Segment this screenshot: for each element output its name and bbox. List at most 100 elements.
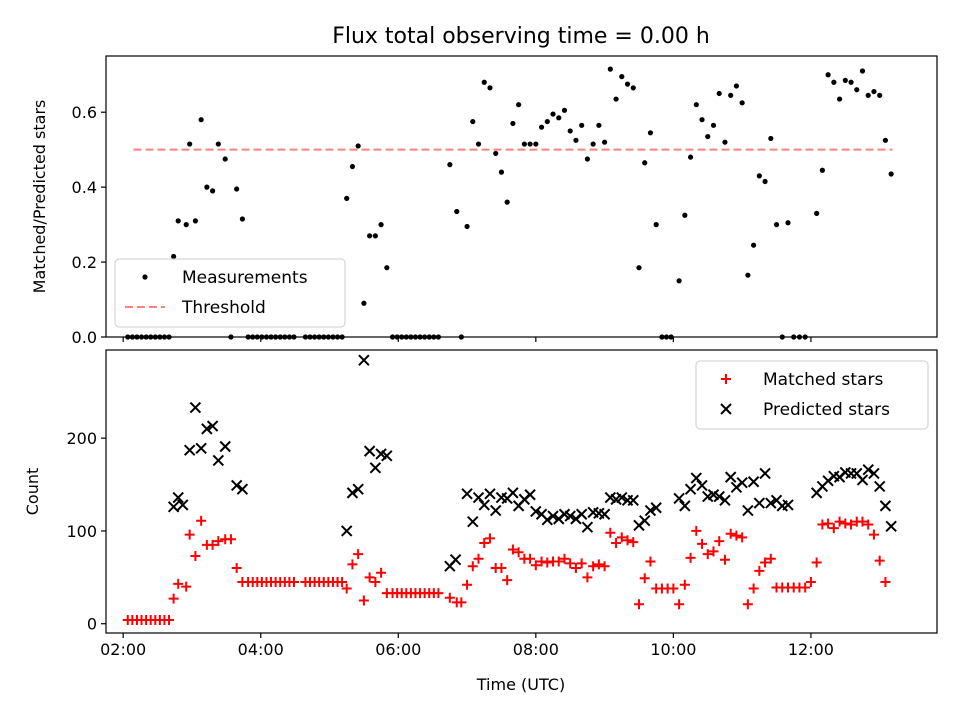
- predicted-stars-point: [742, 504, 754, 517]
- predicted-stars-point: [369, 462, 382, 474]
- predicted-stars-point: [167, 501, 180, 513]
- measurement-point: [710, 122, 717, 128]
- measurement-point: [215, 141, 221, 147]
- predicted-stars-point: [616, 491, 628, 504]
- measurement-point: [209, 188, 216, 194]
- measurement-point: [590, 141, 596, 147]
- matched-stars-point: [168, 593, 179, 604]
- predicted-stars-point: [598, 508, 611, 520]
- measurement-point: [234, 186, 240, 192]
- measurement-point: [785, 220, 791, 226]
- matched-stars-point: [731, 530, 742, 541]
- y-tick-label: 0.0: [72, 328, 97, 347]
- series-predicted-stars: [167, 354, 897, 572]
- matched-stars-point: [353, 549, 364, 560]
- measurement-point: [756, 173, 762, 179]
- predicted-stars-point: [581, 521, 594, 533]
- measurement-point: [521, 141, 527, 147]
- measurement-point: [183, 222, 189, 228]
- legend-predicted-swatch: [720, 403, 732, 415]
- measurement-point: [454, 208, 460, 215]
- measurement-point: [596, 122, 602, 128]
- measurement-point: [854, 87, 860, 93]
- matched-stars-point: [760, 557, 771, 568]
- measurement-point: [819, 167, 825, 173]
- measurement-point: [344, 195, 350, 201]
- measurement-point: [538, 124, 545, 130]
- measurement-point: [773, 222, 780, 228]
- predicted-stars-point: [736, 476, 748, 489]
- measurement-point: [865, 92, 871, 98]
- measurement-point: [745, 272, 751, 278]
- predicted-stars-point: [696, 479, 708, 492]
- measurement-point: [573, 137, 579, 143]
- predicted-stars-point: [183, 444, 196, 456]
- measurement-point: [733, 83, 740, 89]
- measurement-point: [630, 85, 636, 91]
- measurement-point: [653, 222, 659, 228]
- series-measurements: [125, 66, 894, 340]
- measurement-point: [527, 141, 533, 147]
- measurement-point: [349, 163, 356, 170]
- matched-stars-point: [880, 576, 891, 587]
- measurement-point: [722, 139, 728, 145]
- predicted-stars-point: [484, 488, 496, 500]
- series-matched-stars: [122, 515, 891, 626]
- matched-stars-point: [811, 557, 822, 568]
- predicted-stars-point: [547, 510, 559, 522]
- measurement-point: [579, 122, 585, 128]
- measurement-point: [544, 118, 550, 125]
- matched-stars-point: [765, 553, 776, 564]
- predicted-stars-point: [541, 514, 553, 526]
- predicted-stars-point: [363, 445, 376, 457]
- matched-stars-point: [702, 549, 713, 560]
- predicted-stars-point: [507, 487, 519, 499]
- matched-stars-point: [288, 576, 299, 587]
- matched-stars-point: [570, 563, 581, 574]
- matched-stars-point: [225, 534, 236, 545]
- matched-stars-point: [599, 561, 610, 572]
- legend-label: Matched stars: [763, 370, 883, 390]
- measurement-point: [602, 139, 608, 145]
- matched-stars-point: [184, 529, 195, 540]
- predicted-stars-point: [352, 483, 364, 495]
- predicted-stars-point: [467, 515, 479, 528]
- measurement-point: [676, 278, 682, 284]
- matched-stars-point: [553, 556, 564, 567]
- measurement-point: [859, 68, 866, 74]
- measurement-point: [842, 77, 848, 83]
- matched-stars-point: [834, 516, 845, 527]
- x-tick-label: 02:00: [100, 640, 146, 659]
- measurement-point: [192, 218, 199, 224]
- matched-stars-point: [358, 595, 369, 606]
- matched-stars-point: [370, 576, 381, 587]
- y-tick-label: 0.6: [72, 103, 97, 122]
- x-tick-label: 12:00: [788, 640, 834, 659]
- predicted-stars-point: [358, 354, 370, 366]
- measurement-point: [619, 74, 625, 80]
- plot-frame: [105, 349, 938, 634]
- matched-stars-point: [341, 583, 352, 594]
- matched-stars-point: [874, 555, 885, 566]
- y-tick-label: 0: [87, 615, 97, 634]
- legend-label: Measurements: [182, 268, 308, 288]
- measurement-point: [556, 115, 562, 121]
- matched-stars-point: [737, 532, 748, 543]
- matched-stars-point: [823, 518, 834, 529]
- predicted-stars-point: [172, 491, 184, 504]
- matched-stars-point: [576, 558, 587, 569]
- measurement-point: [871, 88, 877, 95]
- plot-frame: [105, 55, 938, 338]
- predicted-stars-point: [765, 497, 777, 509]
- matched-stars-point: [708, 546, 719, 557]
- matched-stars-point: [467, 561, 478, 572]
- y-tick-label: 200: [66, 429, 97, 448]
- x-tick-label: 06:00: [375, 640, 421, 659]
- measurement-point: [728, 92, 734, 98]
- measurement-point: [739, 100, 745, 106]
- matched-stars-point: [748, 583, 759, 594]
- matched-stars-point: [456, 597, 467, 608]
- y-tick-label: 100: [66, 522, 97, 541]
- matched-stars-point: [605, 527, 616, 538]
- predicted-stars-point: [212, 454, 225, 467]
